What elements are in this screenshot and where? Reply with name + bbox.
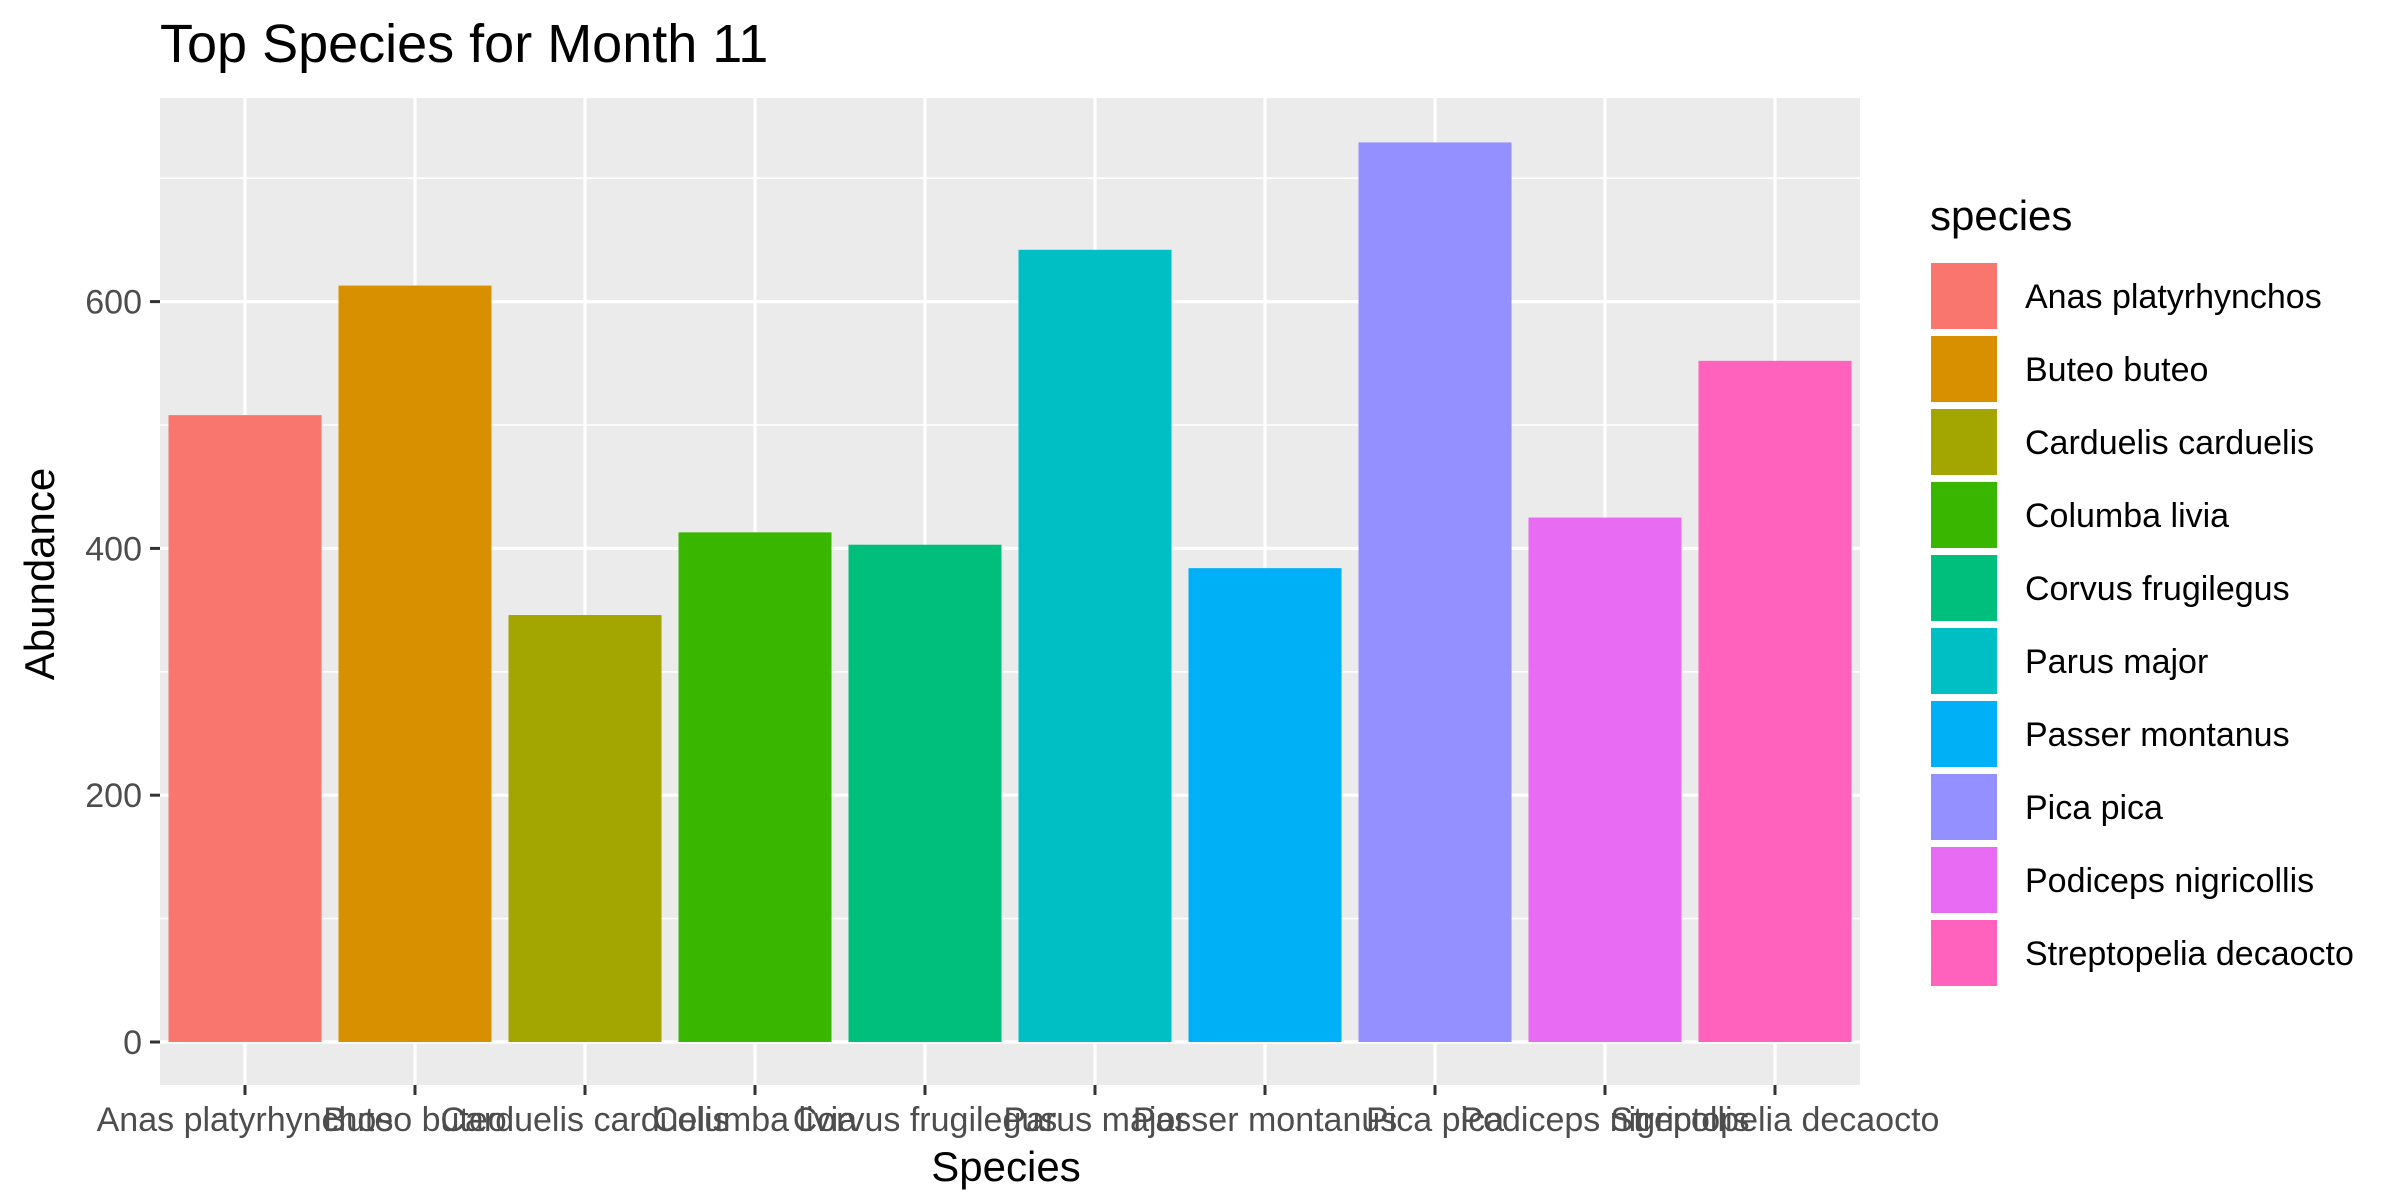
legend-label: Carduelis carduelis: [2025, 424, 2314, 462]
bar: [168, 415, 322, 1042]
legend: species Anas platyrhynchos Buteo buteo Car…: [1929, 192, 2354, 988]
legend-label: Corvus frugilegus: [2025, 570, 2290, 608]
x-tick-label: Anas platyrhynchos: [97, 1101, 394, 1139]
legend-key: [1929, 699, 1999, 769]
legend-item: Passer montanus: [1929, 699, 2290, 769]
legend-label: Podiceps nigricollis: [2025, 862, 2314, 900]
y-tick-label: 200: [85, 777, 142, 815]
legend-key: [1929, 261, 1999, 331]
legend-item: Corvus frugilegus: [1929, 553, 2290, 623]
legend-item: Podiceps nigricollis: [1929, 845, 2314, 915]
legend-label: Columba livia: [2025, 497, 2229, 535]
x-tick-label: Streptopelia decaocto: [1611, 1101, 1940, 1139]
legend-key: [1929, 480, 1999, 550]
x-tick-label: Passer montanus: [1133, 1101, 1398, 1139]
x-tick-label: Buteo buteo: [323, 1101, 506, 1139]
bar: [1188, 568, 1342, 1042]
bar: [1018, 249, 1172, 1042]
bar: [1528, 517, 1682, 1042]
legend-item: Anas platyrhynchos: [1929, 261, 2322, 331]
legend-key: [1929, 772, 1999, 842]
legend-item: Columba livia: [1929, 480, 2229, 550]
x-tick-label: Columba livia: [653, 1101, 857, 1139]
legend-key: [1929, 918, 1999, 988]
legend-item: Carduelis carduelis: [1929, 407, 2314, 477]
legend-label: Buteo buteo: [2025, 351, 2208, 389]
legend-key: [1929, 334, 1999, 404]
legend-label: Streptopelia decaocto: [2025, 935, 2354, 973]
legend-item: Pica pica: [1929, 772, 2163, 842]
plot-panel: [160, 98, 1860, 1085]
bar: [1698, 360, 1852, 1042]
y-axis: 0 200 400 600: [85, 284, 160, 1062]
legend-label: Passer montanus: [2025, 716, 2290, 754]
y-tick-label: 400: [85, 530, 142, 568]
bar: [678, 532, 832, 1042]
x-tick-label: Parus major: [1003, 1101, 1186, 1139]
x-tick-label: Corvus frugilegus: [793, 1101, 1058, 1139]
bar: [848, 544, 1002, 1042]
legend-key: [1929, 407, 1999, 477]
y-tick-label: 0: [123, 1024, 142, 1062]
legend-label: Parus major: [2025, 643, 2208, 681]
bar: [338, 285, 492, 1042]
legend-item: Buteo buteo: [1929, 334, 2208, 404]
bars: [168, 142, 1852, 1042]
legend-key: [1929, 553, 1999, 623]
legend-item: Parus major: [1929, 626, 2208, 696]
legend-label: Pica pica: [2025, 789, 2163, 827]
bar: [1358, 142, 1512, 1042]
x-tick-label: Pica pica: [1366, 1101, 1504, 1139]
legend-key: [1929, 845, 1999, 915]
chart-title: Top Species for Month 11: [160, 14, 768, 74]
legend-title: species: [1930, 192, 2072, 239]
legend-item: Streptopelia decaocto: [1929, 918, 2354, 988]
bar: [508, 615, 662, 1042]
legend-label: Anas platyrhynchos: [2025, 278, 2322, 316]
legend-key: [1929, 626, 1999, 696]
x-axis-title: Species: [931, 1143, 1080, 1190]
legend-items: Anas platyrhynchos Buteo buteo Carduelis c…: [1929, 261, 2354, 988]
x-tick-label: Podiceps nigricollis: [1460, 1101, 1749, 1139]
x-tick-label: Carduelis carduelis: [440, 1101, 729, 1139]
y-tick-label: 600: [85, 284, 142, 322]
y-axis-title: Abundance: [16, 468, 63, 681]
